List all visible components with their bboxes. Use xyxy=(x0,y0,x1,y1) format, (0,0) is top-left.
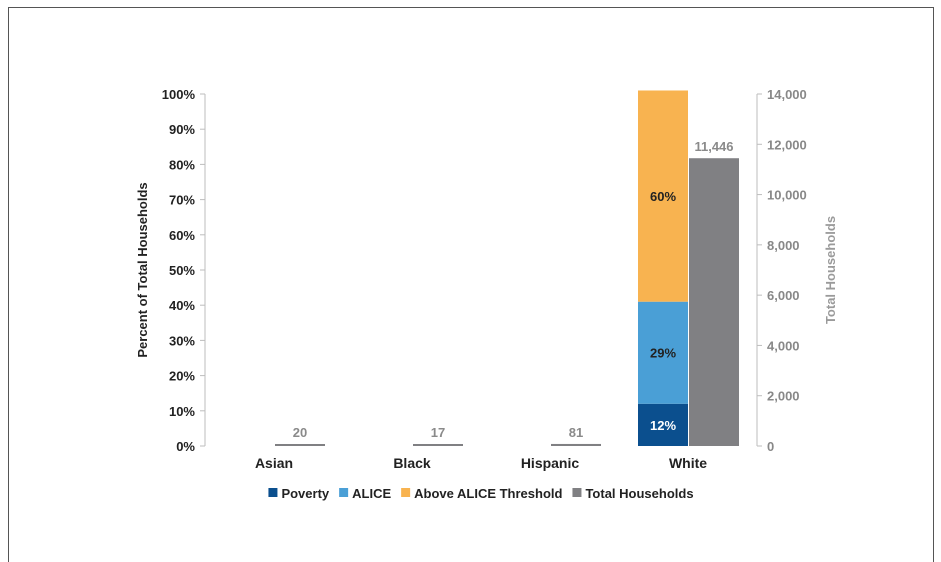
data-label: 29% xyxy=(650,346,676,361)
bar-total-households xyxy=(413,444,463,446)
right-tick-label: 6,000 xyxy=(767,288,800,303)
data-labels: 20 17 81 12% 29% 60% 11,446 xyxy=(293,139,734,440)
right-tick-label: 10,000 xyxy=(767,188,807,203)
right-axis: 0 2,000 4,000 6,000 8,000 10,000 12,000 14,000 xyxy=(756,87,807,454)
bar-alice xyxy=(638,301,688,404)
left-tick-label: 50% xyxy=(169,263,195,278)
left-axis: 0% 10% 20% 30% 40% 50% 60% 70% 80% 90% 100% xyxy=(162,87,206,454)
left-tick-label: 100% xyxy=(162,87,196,102)
data-label-total: 11,446 xyxy=(694,139,733,154)
right-tick-label: 2,000 xyxy=(767,389,800,404)
legend-swatch xyxy=(339,488,349,497)
right-tick-label: 12,000 xyxy=(767,137,807,152)
data-label-total: 20 xyxy=(293,425,307,440)
category-label: Black xyxy=(393,455,431,471)
legend-swatch xyxy=(401,488,411,497)
bar-total-households xyxy=(689,158,739,447)
left-tick-label: 0% xyxy=(176,439,195,454)
data-label: 60% xyxy=(650,189,676,204)
left-tick-label: 70% xyxy=(169,193,195,208)
data-label: 12% xyxy=(650,418,676,433)
legend-label: Total Households xyxy=(585,486,693,501)
category-labels: Asian Black Hispanic White xyxy=(255,455,707,471)
legend: Poverty ALICE Above ALICE Threshold Total H… xyxy=(268,486,694,501)
right-tick-label: 4,000 xyxy=(767,338,800,353)
legend-swatch xyxy=(572,488,582,497)
category-label: Asian xyxy=(255,455,293,471)
right-tick-label: 0 xyxy=(767,439,774,454)
left-tick-label: 60% xyxy=(169,228,195,243)
bar-total-households xyxy=(551,443,601,446)
bar-above-alice-threshold xyxy=(638,90,688,302)
legend-label: Above ALICE Threshold xyxy=(414,486,562,501)
bar-total-households xyxy=(275,444,325,446)
left-tick-label: 30% xyxy=(169,333,195,348)
left-tick-label: 20% xyxy=(169,369,195,384)
legend-swatch xyxy=(268,488,278,497)
right-tick-label: 14,000 xyxy=(767,87,807,102)
data-label-total: 81 xyxy=(569,425,583,440)
left-tick-label: 40% xyxy=(169,298,195,313)
legend-label: ALICE xyxy=(352,486,391,501)
category-label: White xyxy=(669,455,707,471)
left-tick-label: 80% xyxy=(169,157,195,172)
category-label: Hispanic xyxy=(521,455,580,471)
bar-poverty xyxy=(638,403,688,446)
chart-frame xyxy=(8,7,934,562)
y2-axis-title: Total Households xyxy=(823,216,838,324)
right-tick-label: 8,000 xyxy=(767,238,800,253)
left-tick-label: 90% xyxy=(169,122,195,137)
legend-label: Poverty xyxy=(281,486,329,501)
bars xyxy=(275,90,739,447)
data-label-total: 17 xyxy=(431,425,445,440)
left-tick-label: 10% xyxy=(169,404,195,419)
y-axis-title: Percent of Total Households xyxy=(135,182,150,357)
